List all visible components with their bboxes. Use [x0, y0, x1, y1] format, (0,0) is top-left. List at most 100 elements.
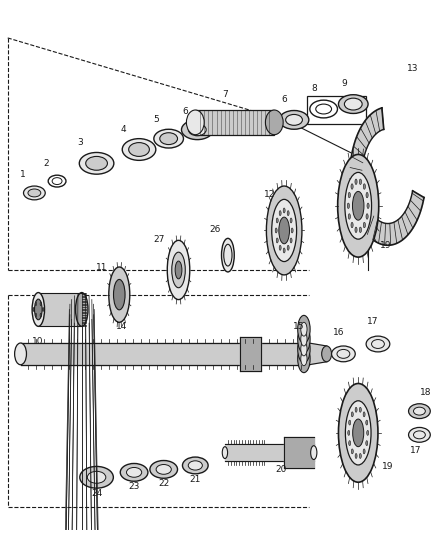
Ellipse shape: [79, 152, 114, 174]
Ellipse shape: [266, 186, 302, 275]
Ellipse shape: [14, 343, 26, 365]
Ellipse shape: [75, 293, 88, 326]
Ellipse shape: [298, 345, 310, 373]
Ellipse shape: [290, 238, 292, 243]
Ellipse shape: [367, 430, 369, 435]
Text: 6: 6: [183, 107, 188, 116]
Ellipse shape: [122, 139, 156, 160]
Ellipse shape: [222, 447, 228, 458]
Text: 1: 1: [20, 170, 25, 179]
Ellipse shape: [160, 133, 177, 144]
Ellipse shape: [222, 238, 234, 272]
Text: 7: 7: [222, 90, 228, 99]
Ellipse shape: [275, 228, 277, 233]
Text: 8: 8: [311, 84, 317, 93]
Ellipse shape: [167, 240, 190, 300]
Text: 20: 20: [276, 465, 287, 474]
Ellipse shape: [366, 192, 368, 198]
Ellipse shape: [172, 252, 185, 288]
Ellipse shape: [298, 335, 310, 363]
Polygon shape: [309, 343, 327, 365]
Ellipse shape: [272, 199, 297, 262]
Ellipse shape: [33, 308, 34, 311]
Ellipse shape: [283, 248, 285, 253]
Text: 26: 26: [209, 225, 221, 235]
Ellipse shape: [291, 228, 293, 233]
Ellipse shape: [349, 420, 351, 425]
Ellipse shape: [301, 342, 307, 356]
Text: 9: 9: [342, 79, 347, 88]
Ellipse shape: [348, 192, 350, 198]
Ellipse shape: [351, 222, 353, 228]
Ellipse shape: [290, 218, 292, 223]
Text: 2: 2: [43, 159, 49, 168]
Text: 27: 27: [153, 235, 164, 244]
Ellipse shape: [366, 420, 368, 425]
Text: 6: 6: [281, 95, 287, 104]
Ellipse shape: [181, 120, 213, 140]
Text: 21: 21: [190, 475, 201, 484]
Ellipse shape: [283, 208, 285, 213]
Ellipse shape: [355, 454, 357, 458]
Text: 19: 19: [382, 463, 394, 471]
Ellipse shape: [129, 143, 149, 156]
Ellipse shape: [301, 332, 307, 346]
FancyBboxPatch shape: [195, 110, 274, 135]
Ellipse shape: [359, 227, 361, 232]
Ellipse shape: [287, 211, 289, 216]
Ellipse shape: [86, 156, 107, 170]
Text: 17: 17: [367, 317, 379, 326]
Ellipse shape: [87, 471, 106, 483]
Ellipse shape: [42, 308, 44, 311]
Ellipse shape: [279, 110, 309, 130]
Ellipse shape: [353, 191, 364, 220]
Ellipse shape: [346, 401, 371, 465]
Ellipse shape: [366, 214, 368, 219]
Ellipse shape: [175, 261, 182, 279]
Text: 15: 15: [293, 322, 305, 331]
Text: 19: 19: [380, 241, 392, 250]
Ellipse shape: [363, 412, 365, 417]
Ellipse shape: [188, 461, 202, 470]
Ellipse shape: [359, 179, 361, 184]
Text: 24: 24: [91, 489, 102, 498]
Ellipse shape: [276, 238, 278, 243]
Ellipse shape: [351, 184, 353, 189]
Ellipse shape: [355, 407, 357, 412]
Ellipse shape: [348, 214, 350, 219]
Ellipse shape: [413, 407, 425, 415]
Ellipse shape: [286, 115, 302, 125]
Ellipse shape: [351, 412, 353, 417]
Ellipse shape: [120, 464, 148, 481]
Text: 12: 12: [264, 190, 275, 199]
Text: 3: 3: [77, 138, 83, 147]
Ellipse shape: [298, 316, 310, 343]
Ellipse shape: [35, 313, 37, 317]
Ellipse shape: [311, 446, 317, 459]
Ellipse shape: [156, 464, 171, 474]
Ellipse shape: [40, 313, 42, 317]
Ellipse shape: [279, 217, 290, 244]
Ellipse shape: [355, 227, 357, 232]
Ellipse shape: [339, 384, 378, 482]
Text: 17: 17: [410, 446, 421, 455]
Text: 5: 5: [153, 115, 159, 124]
Ellipse shape: [363, 222, 365, 228]
Ellipse shape: [363, 449, 365, 454]
Ellipse shape: [366, 336, 390, 352]
Ellipse shape: [276, 218, 278, 223]
Ellipse shape: [279, 245, 281, 251]
Ellipse shape: [24, 186, 45, 200]
Ellipse shape: [279, 211, 281, 216]
Text: 22: 22: [158, 479, 170, 488]
Ellipse shape: [339, 95, 368, 114]
Ellipse shape: [363, 184, 365, 189]
Ellipse shape: [32, 293, 45, 326]
Ellipse shape: [348, 430, 350, 435]
Ellipse shape: [413, 431, 425, 439]
Ellipse shape: [113, 279, 125, 310]
Ellipse shape: [301, 322, 307, 336]
Ellipse shape: [351, 449, 353, 454]
Ellipse shape: [28, 189, 41, 197]
Ellipse shape: [80, 466, 113, 488]
